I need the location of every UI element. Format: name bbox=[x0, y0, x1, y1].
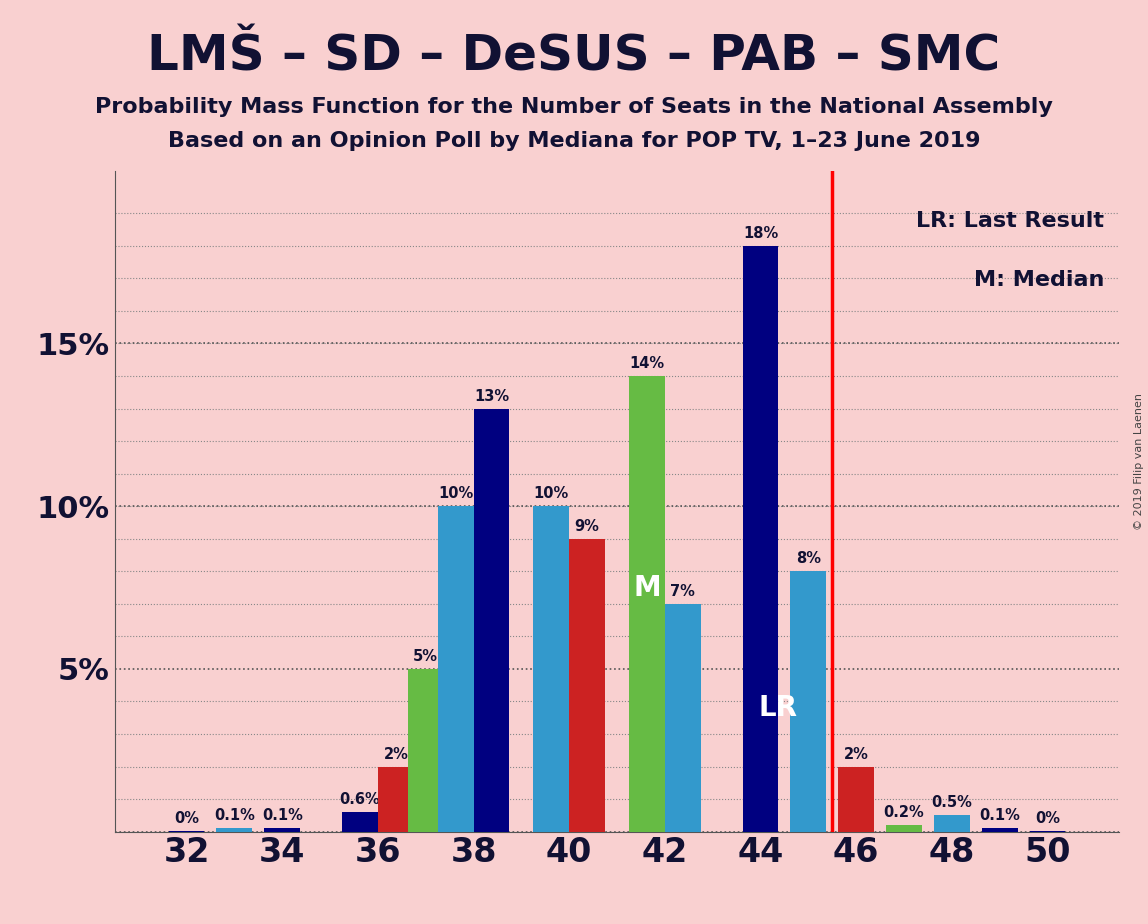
Bar bbox=[886, 825, 922, 832]
Text: 7%: 7% bbox=[670, 584, 696, 599]
Text: 0%: 0% bbox=[1035, 811, 1060, 826]
Bar bbox=[473, 408, 510, 832]
Text: 0.1%: 0.1% bbox=[262, 808, 303, 823]
Text: Based on an Opinion Poll by Mediana for POP TV, 1–23 June 2019: Based on an Opinion Poll by Mediana for … bbox=[168, 131, 980, 152]
Bar bbox=[378, 767, 413, 832]
Bar bbox=[437, 506, 473, 832]
Text: 14%: 14% bbox=[629, 356, 665, 371]
Text: LMŠ – SD – DeSUS – PAB – SMC: LMŠ – SD – DeSUS – PAB – SMC bbox=[147, 32, 1001, 80]
Text: LR: LR bbox=[759, 694, 798, 722]
Text: 0.5%: 0.5% bbox=[931, 796, 972, 810]
Bar bbox=[264, 828, 300, 832]
Text: 5%: 5% bbox=[413, 649, 439, 664]
Text: M: Median: M: Median bbox=[974, 270, 1104, 290]
Text: 13%: 13% bbox=[474, 389, 509, 404]
Bar bbox=[838, 767, 874, 832]
Text: 10%: 10% bbox=[534, 486, 569, 502]
Text: 18%: 18% bbox=[743, 225, 778, 241]
Text: 2%: 2% bbox=[383, 747, 409, 761]
Text: 0%: 0% bbox=[174, 811, 199, 826]
Bar bbox=[342, 812, 378, 832]
Text: 0.6%: 0.6% bbox=[340, 792, 380, 808]
Bar bbox=[791, 571, 827, 832]
Text: M: M bbox=[634, 574, 661, 602]
Text: 0.1%: 0.1% bbox=[214, 808, 255, 823]
Text: 10%: 10% bbox=[439, 486, 473, 502]
Bar bbox=[665, 603, 700, 832]
Text: 0.1%: 0.1% bbox=[979, 808, 1021, 823]
Text: © 2019 Filip van Laenen: © 2019 Filip van Laenen bbox=[1134, 394, 1143, 530]
Text: LR: Last Result: LR: Last Result bbox=[916, 211, 1104, 231]
Text: 9%: 9% bbox=[575, 518, 599, 534]
Bar bbox=[934, 815, 970, 832]
Bar bbox=[217, 828, 253, 832]
Bar bbox=[408, 669, 443, 832]
Text: 2%: 2% bbox=[844, 747, 869, 761]
Bar bbox=[534, 506, 569, 832]
Bar bbox=[569, 539, 605, 832]
Text: 0.2%: 0.2% bbox=[884, 805, 924, 821]
Text: 8%: 8% bbox=[796, 552, 821, 566]
Bar bbox=[743, 246, 778, 832]
Bar bbox=[629, 376, 665, 832]
Bar bbox=[982, 828, 1017, 832]
Text: Probability Mass Function for the Number of Seats in the National Assembly: Probability Mass Function for the Number… bbox=[95, 97, 1053, 117]
